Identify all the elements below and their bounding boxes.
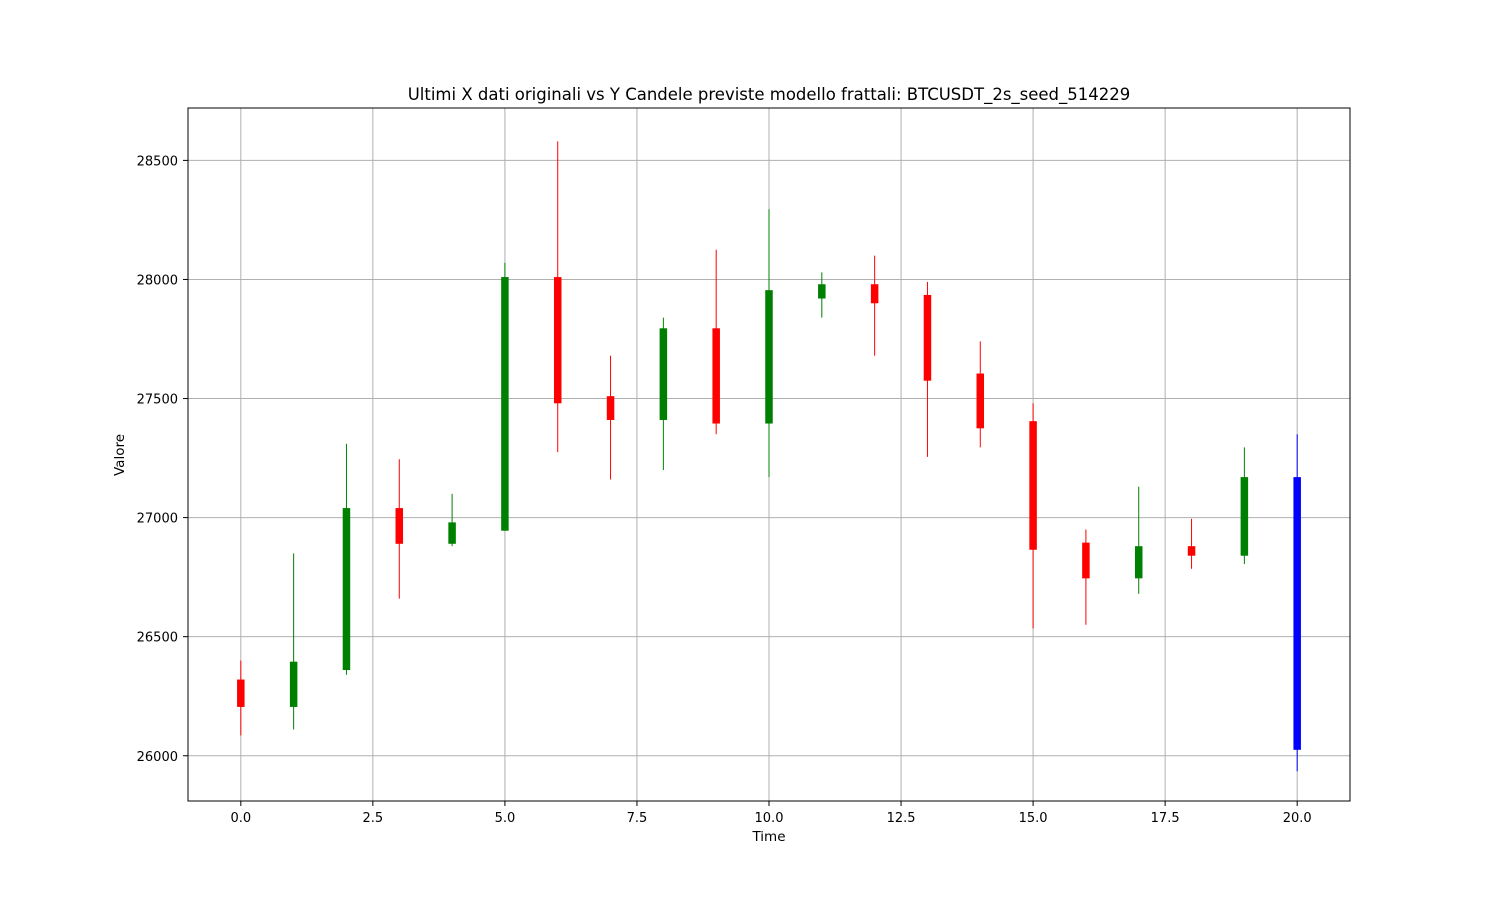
candle bbox=[1187, 518, 1196, 569]
candle-body bbox=[765, 290, 773, 424]
candle-body bbox=[1293, 477, 1301, 750]
candle bbox=[1134, 486, 1143, 594]
y-tick-label: 27000 bbox=[137, 512, 178, 527]
candle bbox=[1240, 447, 1249, 565]
candle-body bbox=[1029, 421, 1037, 550]
candle bbox=[765, 209, 773, 478]
candle bbox=[342, 443, 351, 675]
candle-body bbox=[289, 661, 298, 707]
candle bbox=[1029, 403, 1037, 629]
x-tick-label: 7.5 bbox=[627, 811, 648, 826]
candle bbox=[553, 141, 562, 453]
candle bbox=[448, 493, 456, 547]
candle-body bbox=[976, 373, 985, 429]
x-tick-label: 10.0 bbox=[755, 811, 784, 826]
x-axis-label: Time bbox=[751, 829, 785, 845]
y-tick-label: 28500 bbox=[137, 154, 178, 169]
candle-body bbox=[659, 328, 668, 420]
x-tick-label: 5.0 bbox=[495, 811, 516, 826]
x-tick-label: 17.5 bbox=[1151, 811, 1180, 826]
candle bbox=[659, 317, 668, 470]
candle bbox=[976, 341, 985, 448]
candle-body bbox=[237, 679, 245, 707]
candle bbox=[1082, 529, 1090, 625]
candle-body bbox=[1134, 546, 1143, 579]
candle-body bbox=[448, 522, 456, 544]
candle-body bbox=[818, 284, 826, 299]
candle bbox=[1293, 434, 1301, 772]
candle-body bbox=[501, 277, 509, 531]
candle bbox=[501, 262, 509, 531]
x-tick-label: 20.0 bbox=[1283, 811, 1312, 826]
candle-body bbox=[1187, 546, 1196, 556]
candle-body bbox=[553, 277, 562, 404]
candle-body bbox=[342, 508, 351, 671]
y-tick-label: 26500 bbox=[137, 631, 178, 646]
candle bbox=[870, 255, 879, 356]
y-tick-label: 27500 bbox=[137, 393, 178, 408]
y-axis-label: Valore bbox=[112, 434, 128, 476]
x-tick-label: 2.5 bbox=[363, 811, 384, 826]
candle bbox=[606, 355, 615, 480]
candle-body bbox=[712, 328, 720, 424]
x-tick-label: 12.5 bbox=[887, 811, 916, 826]
candle-body bbox=[923, 294, 932, 381]
chart-title: Ultimi X dati originali vs Y Candele pre… bbox=[408, 85, 1131, 105]
x-tick-label: 0.0 bbox=[230, 811, 251, 826]
x-tick-label: 15.0 bbox=[1019, 811, 1048, 826]
candle bbox=[237, 660, 245, 736]
candle-body bbox=[606, 396, 615, 420]
candle bbox=[289, 553, 298, 730]
candle bbox=[395, 459, 404, 599]
ticks: 0.0 2.5 5.0 7.5 10.0 12.5 15.0 17.5 20.0 26000 265… bbox=[137, 154, 1312, 826]
candle-body bbox=[395, 508, 404, 544]
candles bbox=[237, 141, 1301, 772]
y-tick-label: 28000 bbox=[137, 273, 178, 288]
y-tick-label: 26000 bbox=[137, 750, 178, 765]
candle bbox=[712, 249, 720, 435]
candle-body bbox=[870, 284, 879, 304]
candle-body bbox=[1082, 542, 1090, 579]
candle bbox=[923, 281, 932, 457]
candle-body bbox=[1240, 477, 1249, 556]
candle bbox=[818, 272, 826, 318]
